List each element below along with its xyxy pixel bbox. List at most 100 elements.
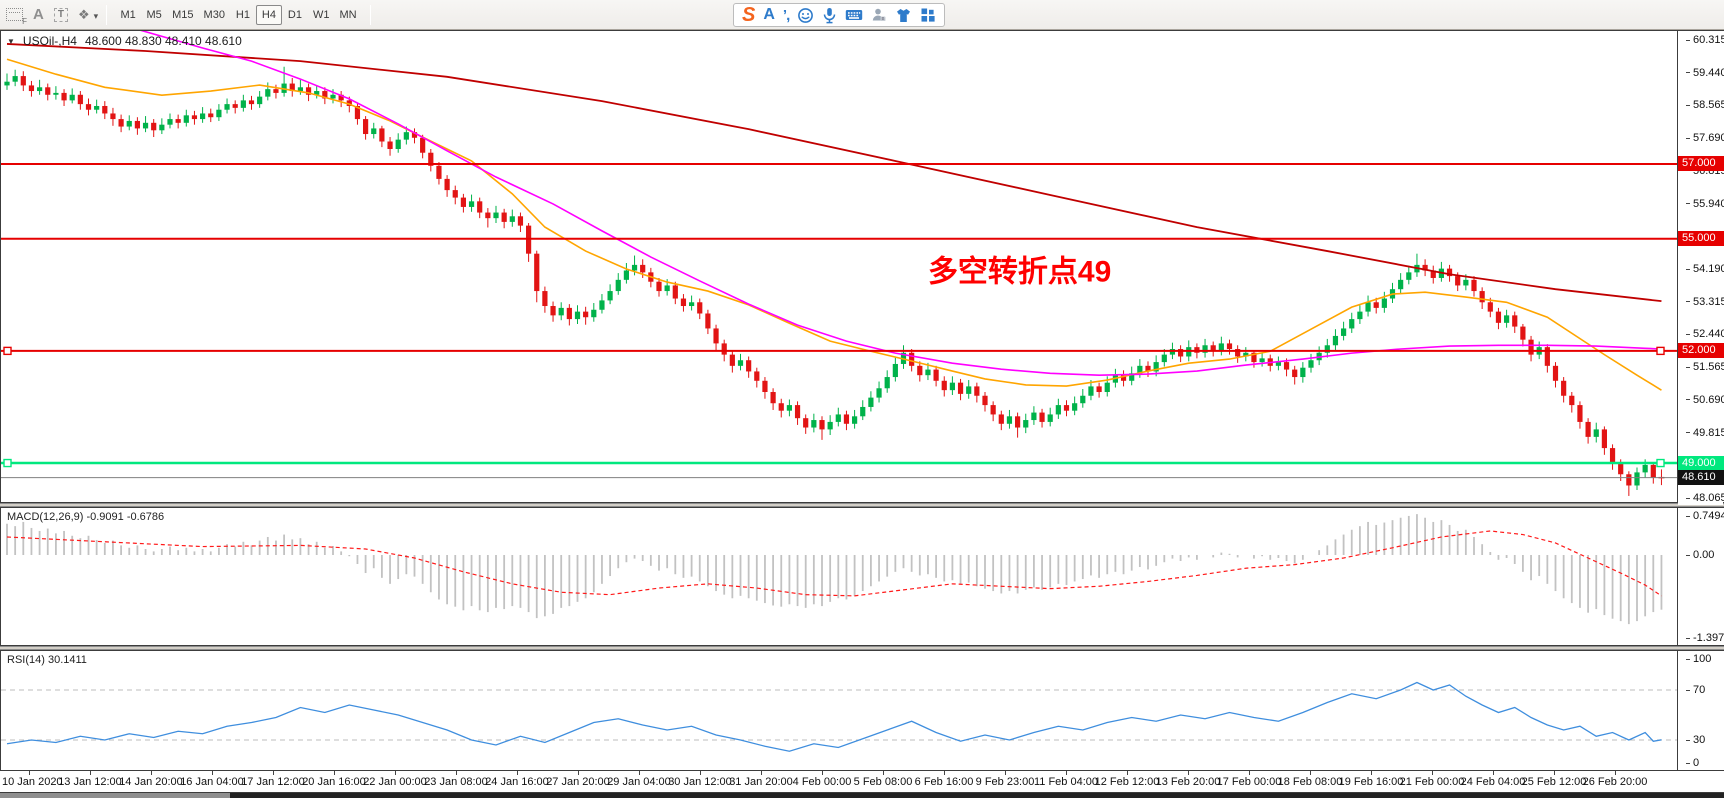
macd-axis[interactable]: 0.7494 0.00 -1.3973 (1678, 507, 1724, 646)
macd-panel: MACD(12,26,9) -0.9091 -0.6786 0.7494 0.00… (0, 507, 1724, 646)
timeframe-button-h1[interactable]: H1 (235, 8, 250, 21)
price-tick-label: 55.940 (1678, 196, 1724, 211)
chart-grid-icon[interactable] (6, 8, 27, 26)
timeframe-button-m5[interactable]: M5 (146, 8, 162, 21)
ime-toolbox-icon[interactable] (920, 7, 936, 23)
price-badge-49.000: 49.000 (1678, 455, 1724, 471)
time-tick (1127, 771, 1128, 775)
time-tick (29, 771, 30, 775)
price-tick-label: 49.815 (1678, 425, 1724, 440)
time-tick (883, 771, 884, 775)
time-tick (517, 771, 518, 775)
time-label: 13 Jan 12:00 (58, 776, 122, 788)
time-label: 30 Jan 12:00 (668, 776, 732, 788)
timeframe-button-m15[interactable]: M15 (172, 8, 194, 21)
rsi-tick-label: 0 (1678, 756, 1723, 770)
time-tick (1066, 771, 1067, 775)
chart-ohlc-values: 48.600 48.830 48.410 48.610 (84, 34, 242, 48)
price-tick-label: 48.065 (1678, 491, 1724, 505)
time-label: 12 Feb 12:00 (1094, 776, 1160, 788)
time-tick (456, 771, 457, 775)
chart-symbol-period: USOil-,H4 (22, 34, 77, 48)
time-label: 26 Feb 20:00 (1582, 776, 1648, 788)
price-tick-label: 54.190 (1678, 262, 1724, 276)
time-tick (700, 771, 701, 775)
time-tick (1188, 771, 1189, 775)
time-label: 24 Feb 04:00 (1460, 776, 1526, 788)
ime-emoji-icon[interactable] (797, 7, 814, 24)
shapes-arrows-icon[interactable]: ❖ ▾ (77, 6, 99, 22)
main-chart-panel: ▼ USOil-,H4 48.600 48.830 48.410 48.610 … (0, 30, 1724, 505)
rsi-axis[interactable]: 100 70 30 0 (1678, 650, 1724, 771)
time-label: 14 Jan 20:00 (119, 776, 183, 788)
text-label-icon[interactable]: A (33, 6, 44, 23)
ime-user-icon[interactable]: B (871, 7, 887, 23)
timeframe-button-w1[interactable]: W1 (312, 8, 330, 21)
timeframe-button-m30[interactable]: M30 (203, 8, 225, 21)
time-label: 31 Jan 20:00 (729, 776, 793, 788)
time-label: 17 Feb 00:00 (1216, 776, 1282, 788)
timeframe-button-m1[interactable]: M1 (120, 8, 136, 21)
rsi-line (6, 681, 1662, 752)
timeframe-button-h4[interactable]: H4 (255, 4, 282, 25)
ime-language-icon[interactable]: A (763, 6, 775, 23)
macd-label: MACD(12,26,9) -0.9091 -0.6786 (7, 511, 165, 523)
time-label: 22 Jan 00:00 (363, 776, 427, 788)
ime-punctuation-icon[interactable]: ’, (782, 6, 790, 24)
ime-microphone-icon[interactable] (822, 7, 837, 24)
time-label: 24 Jan 16:00 (485, 776, 549, 788)
rsi-chart[interactable] (1, 651, 1677, 770)
ime-skin-icon[interactable] (895, 8, 912, 23)
timeframe-button-d1[interactable]: D1 (287, 8, 302, 21)
macd-chart[interactable] (1, 508, 1677, 645)
main-chart-plot[interactable]: ▼ USOil-,H4 48.600 48.830 48.410 48.610 … (0, 30, 1678, 503)
time-tick (761, 771, 762, 775)
chart-title: ▼ USOil-,H4 48.600 48.830 48.410 48.610 (7, 34, 242, 48)
toolbar: A T ❖▾ M1 M5 M15 M30 H1 H4 D1 W1 MN S A ’, B (0, 0, 1724, 30)
macd-plot[interactable]: MACD(12,26,9) -0.9091 -0.6786 (0, 507, 1678, 646)
time-label: 23 Jan 08:00 (424, 776, 488, 788)
rsi-plot[interactable]: RSI(14) 30.1411 (0, 650, 1678, 771)
time-tick (1005, 771, 1006, 775)
panel-splitter[interactable] (0, 503, 1724, 507)
time-label: 5 Feb 08:00 (853, 776, 913, 788)
time-tick (639, 771, 640, 775)
time-axis[interactable]: 10 Jan 2020 13 Jan 12:00 14 Jan 20:00 16 Ja… (0, 771, 1724, 793)
candles-layer (4, 66, 1665, 496)
time-tick (578, 771, 579, 775)
chart-collapse-icon[interactable]: ▼ (7, 36, 15, 46)
price-tick-label: 52.440 (1678, 327, 1724, 342)
rsi-panel: RSI(14) 30.1411 100 70 30 0 (0, 650, 1724, 771)
rsi-label: RSI(14) 30.1411 (7, 654, 87, 666)
price-tick-label: 51.565 (1678, 360, 1724, 375)
time-label: 13 Feb 20:00 (1155, 776, 1221, 788)
panel-splitter[interactable] (0, 646, 1724, 650)
chart-annotation: 多空转折点49 (928, 256, 1111, 289)
time-tick (1371, 771, 1372, 775)
time-label: 10 Jan 2020 (2, 776, 63, 788)
dropdown-caret-icon[interactable]: ▾ (93, 10, 99, 21)
time-label: 29 Jan 04:00 (607, 776, 671, 788)
rsi-tick-label: 100 (1678, 652, 1723, 666)
candlestick-chart[interactable]: 多空转折点49 (1, 31, 1677, 502)
timeframe-button-mn[interactable]: MN (339, 8, 357, 21)
macd-tick-label: -1.3973 (1678, 631, 1724, 645)
time-label: 19 Feb 16:00 (1338, 776, 1404, 788)
price-badge-57.000: 57.000 (1678, 156, 1724, 172)
hline-handle (3, 458, 12, 468)
time-tick (1554, 771, 1555, 775)
macd-tick-label: 0.7494 (1678, 509, 1724, 523)
text-box-icon[interactable]: T (53, 7, 68, 22)
ime-keyboard-icon[interactable] (845, 8, 863, 22)
sogou-logo-icon[interactable]: S (742, 4, 756, 26)
time-tick (822, 771, 823, 775)
svg-text:B: B (882, 16, 885, 21)
price-tick-label: 50.690 (1678, 392, 1724, 407)
price-badge-48.610: 48.610 (1678, 470, 1724, 486)
time-tick (1615, 771, 1616, 775)
time-tick (334, 771, 335, 775)
time-label: 11 Feb 04:00 (1033, 776, 1099, 788)
price-axis[interactable]: 60.31559.44058.56557.69056.81555.94054.1… (1678, 30, 1724, 505)
price-badge-55.000: 55.000 (1678, 231, 1724, 247)
